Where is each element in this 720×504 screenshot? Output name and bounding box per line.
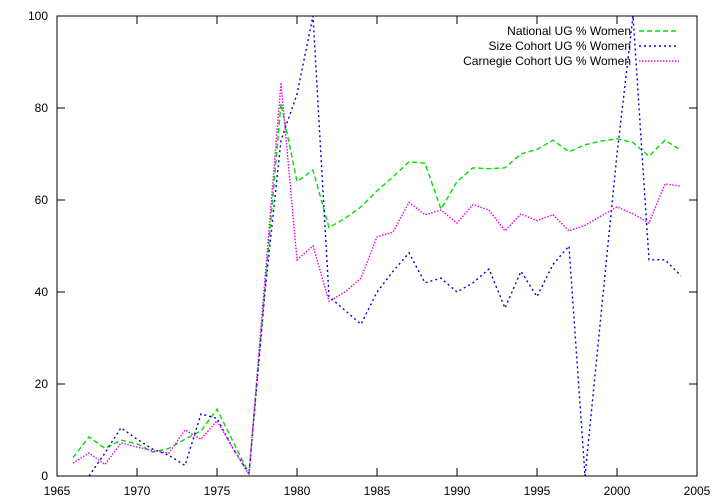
series-lines (72, 15, 682, 477)
y-tick-label: 100 (28, 9, 48, 23)
legend-label: Size Cohort UG % Women (489, 39, 632, 53)
x-tick-label: 2005 (684, 484, 711, 498)
x-tick-label: 1995 (524, 484, 551, 498)
series-line (88, 15, 682, 477)
y-tick-label: 40 (35, 285, 49, 299)
series-line (72, 103, 682, 477)
y-tick-label: 0 (41, 469, 48, 483)
series-line (72, 82, 682, 477)
x-tick-label: 1985 (364, 484, 391, 498)
y-tick-label: 60 (35, 193, 49, 207)
x-tick-label: 2000 (604, 484, 631, 498)
y-tick-label: 80 (35, 101, 49, 115)
plot-frame (56, 15, 698, 477)
x-tick-label: 1975 (204, 484, 231, 498)
x-tick-label: 1965 (44, 484, 71, 498)
legend-label: Carnegie Cohort UG % Women (463, 54, 631, 68)
axes: 1965 1970 1975 1980 1985 1990 1995 2000 2005 0 20 4… (28, 9, 711, 498)
x-tick-label: 1970 (124, 484, 151, 498)
y-tick-label: 20 (35, 377, 49, 391)
x-tick-label: 1990 (444, 484, 471, 498)
legend-label: National UG % Women (507, 24, 631, 38)
x-tick-label: 1980 (284, 484, 311, 498)
